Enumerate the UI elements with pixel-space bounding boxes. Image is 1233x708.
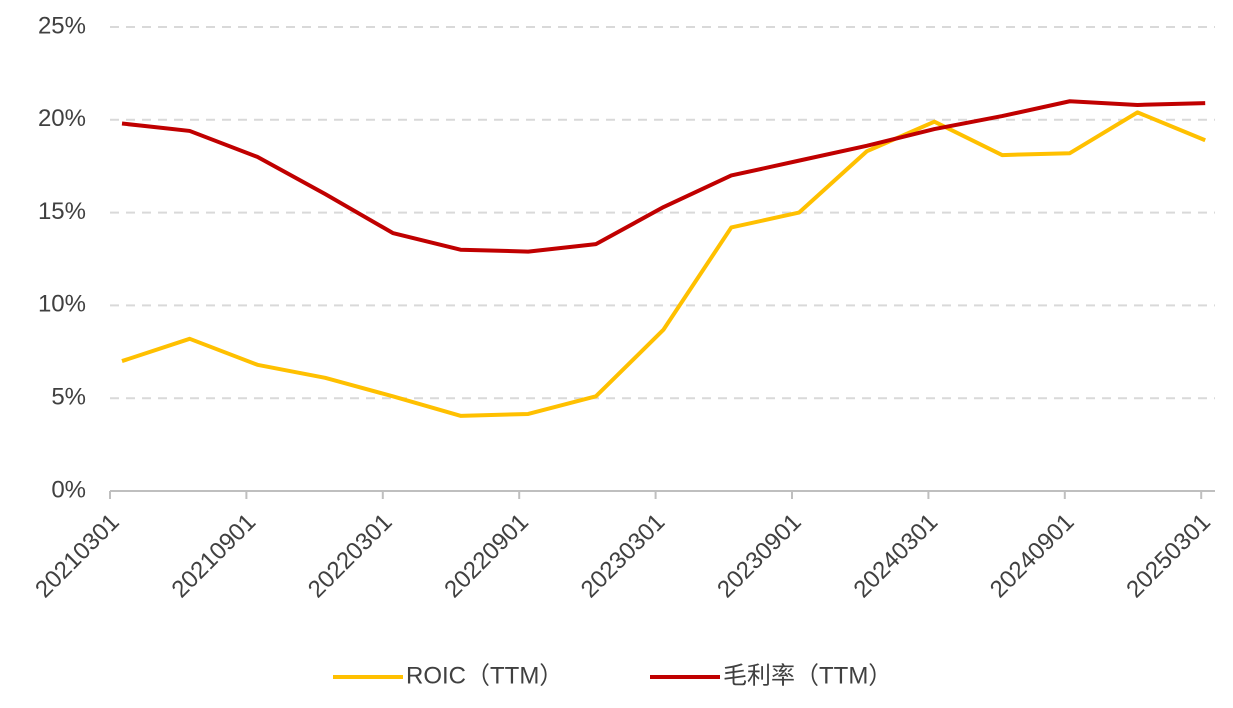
x-tick-label: 20240301	[849, 509, 944, 604]
y-tick-label: 5%	[51, 384, 86, 411]
y-tick-label: 20%	[38, 105, 86, 132]
x-tick-label: 20210301	[30, 509, 125, 604]
line	[121, 99, 1206, 254]
x-tick-label: 20230301	[576, 509, 671, 604]
x-tick-label: 20240901	[985, 509, 1080, 604]
x-tick-label: 20230901	[712, 509, 807, 604]
legend-label: 毛利率（TTM）	[723, 662, 892, 689]
x-tick-label: 20220301	[303, 509, 398, 604]
x-tick-label: 20210901	[167, 509, 262, 604]
y-tick-label: 10%	[38, 291, 86, 318]
legend-label: ROIC（TTM）	[406, 662, 563, 689]
x-tick-label: 20220901	[439, 509, 534, 604]
x-tick-label: 20250301	[1121, 509, 1216, 604]
y-tick-label: 15%	[38, 198, 86, 225]
y-tick-label: 25%	[38, 12, 86, 39]
y-tick-label: 0%	[51, 476, 86, 503]
line	[121, 110, 1206, 418]
